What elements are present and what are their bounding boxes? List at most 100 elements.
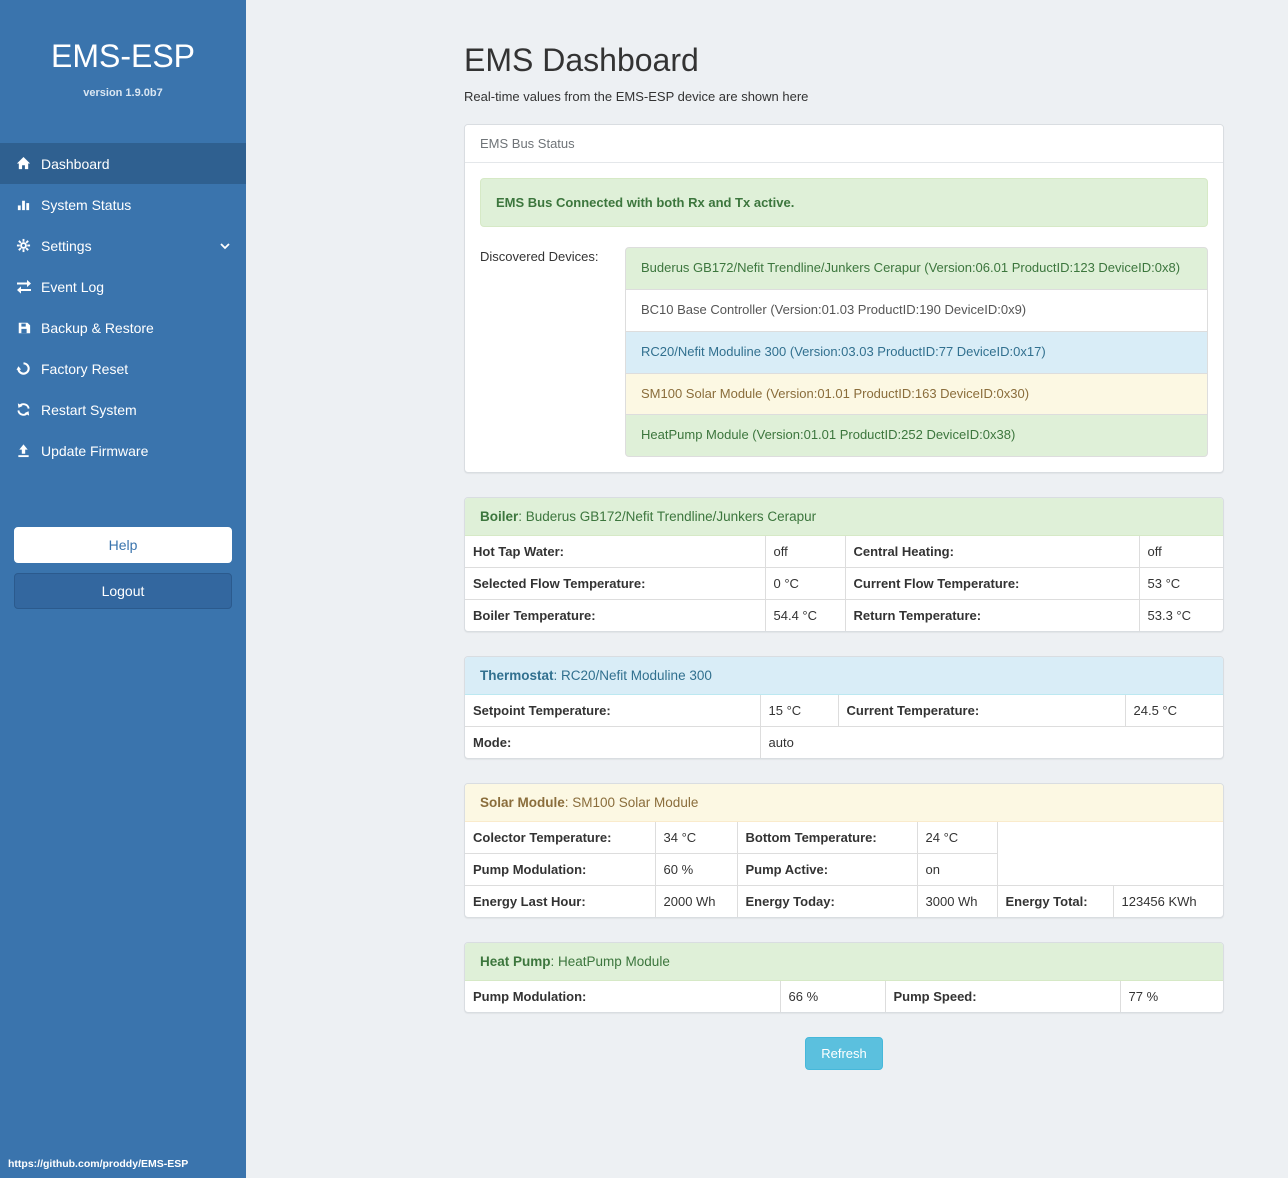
- sidebar-item-restart-system[interactable]: Restart System: [0, 389, 246, 430]
- table-row: Mode: auto: [465, 726, 1223, 759]
- discovered-devices-label: Discovered Devices:: [480, 249, 599, 264]
- thermostat-table: Setpoint Temperature: 15 °C Current Temp…: [465, 695, 1223, 759]
- cell-label: Energy Total:: [996, 885, 1114, 918]
- table-row: Hot Tap Water: off Central Heating: off: [465, 536, 1223, 569]
- sidebar-item-settings[interactable]: Settings: [0, 225, 246, 266]
- sidebar: EMS-ESP version 1.9.0b7 Dashboard System…: [0, 0, 246, 1178]
- sidebar-item-label: Update Firmware: [41, 442, 149, 459]
- table-row: Pump Modulation: 66 % Pump Speed: 77 %: [465, 981, 1223, 1013]
- table-row: Pump Modulation: 60 % Pump Active: on: [465, 853, 1223, 887]
- sidebar-item-label: Dashboard: [41, 155, 110, 172]
- main-content: EMS Dashboard Real-time values from the …: [246, 0, 1288, 1071]
- cell-label: Setpoint Temperature:: [465, 695, 761, 728]
- cell-label: Return Temperature:: [844, 599, 1140, 632]
- sidebar-item-update-firmware[interactable]: Update Firmware: [0, 430, 246, 471]
- sidebar-item-label: Settings: [41, 237, 92, 254]
- page-title: EMS Dashboard: [464, 42, 699, 78]
- sidebar-item-event-log[interactable]: Event Log: [0, 266, 246, 307]
- table-row: Selected Flow Temperature: 0 °C Current …: [465, 567, 1223, 601]
- table-row: Boiler Temperature: 54.4 °C Return Tempe…: [465, 599, 1223, 632]
- cell-value: 123456 KWh: [1112, 885, 1223, 918]
- cell-value: 53.3 °C: [1138, 599, 1223, 632]
- sidebar-item-dashboard[interactable]: Dashboard: [0, 143, 246, 184]
- heat-pump-panel: Heat Pump: HeatPump Module Pump Modulati…: [464, 942, 1224, 1014]
- list-item: BC10 Base Controller (Version:01.03 Prod…: [625, 288, 1208, 332]
- thermostat-panel-header: Thermostat: RC20/Nefit Moduline 300: [465, 657, 1223, 696]
- boiler-panel-title: Boiler: [480, 509, 519, 525]
- restart-arrows-icon: [15, 402, 32, 418]
- gear-icon: [15, 238, 32, 254]
- list-item: SM100 Solar Module (Version:01.01 Produc…: [625, 372, 1208, 416]
- solar-table: Colector Temperature: 34 °C Bottom Tempe…: [465, 822, 1223, 918]
- thermostat-panel-title: Thermostat: [480, 668, 554, 684]
- cell-value: 15 °C: [759, 695, 839, 728]
- cell-value: 0 °C: [764, 567, 846, 601]
- cell-value: 24 °C: [916, 822, 998, 855]
- cell-label: Central Heating:: [844, 536, 1140, 569]
- heat-pump-table: Pump Modulation: 66 % Pump Speed: 77 %: [465, 981, 1223, 1013]
- sidebar-item-backup-restore[interactable]: Backup & Restore: [0, 307, 246, 348]
- cell-label: Colector Temperature:: [465, 822, 656, 855]
- cell-label: Energy Today:: [736, 885, 918, 918]
- solar-module-panel: Solar Module: SM100 Solar Module Colecto…: [464, 783, 1224, 919]
- cell-value: 24.5 °C: [1124, 695, 1223, 728]
- cell-value: 77 %: [1119, 981, 1223, 1013]
- list-item: Buderus GB172/Nefit Trendline/Junkers Ce…: [625, 247, 1208, 290]
- cell-value: 66 %: [779, 981, 886, 1013]
- transfer-arrows-icon: [15, 279, 32, 295]
- cell-empty: [996, 822, 1223, 887]
- sidebar-item-label: Backup & Restore: [41, 319, 154, 336]
- reset-arrow-icon: [15, 361, 32, 377]
- cell-value: off: [764, 536, 846, 569]
- table-row: Setpoint Temperature: 15 °C Current Temp…: [465, 695, 1223, 728]
- sidebar-item-label: Restart System: [41, 401, 137, 418]
- help-button[interactable]: Help: [14, 527, 232, 563]
- table-row: Energy Last Hour: 2000 Wh Energy Today: …: [465, 885, 1223, 918]
- cell-label: Current Temperature:: [837, 695, 1126, 728]
- chevron-down-icon: [219, 240, 231, 252]
- cell-label: Bottom Temperature:: [736, 822, 918, 855]
- chart-bars-icon: [15, 197, 32, 213]
- github-url: https://github.com/proddy/EMS-ESP: [8, 1158, 189, 1170]
- cell-label: Mode:: [465, 726, 761, 759]
- solar-panel-header: Solar Module: SM100 Solar Module: [465, 784, 1223, 823]
- solar-panel-subtitle: : SM100 Solar Module: [564, 795, 699, 811]
- logout-button[interactable]: Logout: [14, 573, 232, 609]
- list-item: RC20/Nefit Moduline 300 (Version:03.03 P…: [625, 330, 1208, 374]
- cell-label: Hot Tap Water:: [465, 536, 766, 569]
- cell-value: 3000 Wh: [916, 885, 998, 918]
- sidebar-item-label: Event Log: [41, 278, 105, 295]
- heat-pump-panel-header: Heat Pump: HeatPump Module: [465, 943, 1223, 982]
- thermostat-panel-subtitle: : RC20/Nefit Moduline 300: [553, 668, 712, 684]
- ems-bus-status-header: EMS Bus Status: [465, 125, 1223, 163]
- app-brand: EMS-ESP: [50, 38, 196, 74]
- heat-pump-panel-subtitle: : HeatPump Module: [550, 954, 670, 970]
- sidebar-item-label: System Status: [41, 196, 132, 213]
- thermostat-panel: Thermostat: RC20/Nefit Moduline 300 Setp…: [464, 656, 1224, 760]
- sidebar-item-system-status[interactable]: System Status: [0, 184, 246, 225]
- sidebar-item-factory-reset[interactable]: Factory Reset: [0, 348, 246, 389]
- cell-value: 54.4 °C: [764, 599, 846, 632]
- cell-value: off: [1138, 536, 1223, 569]
- cell-label: Boiler Temperature:: [465, 599, 766, 632]
- boiler-panel-header: Boiler: Buderus GB172/Nefit Trendline/Ju…: [465, 498, 1223, 537]
- solar-panel-title: Solar Module: [480, 795, 565, 811]
- refresh-button[interactable]: Refresh: [805, 1037, 883, 1071]
- table-row: Colector Temperature: 34 °C Bottom Tempe…: [465, 822, 1223, 887]
- boiler-panel: Boiler: Buderus GB172/Nefit Trendline/Ju…: [464, 497, 1224, 633]
- cell-label: Pump Modulation:: [465, 981, 781, 1013]
- cell-value: 53 °C: [1138, 567, 1223, 601]
- boiler-table: Hot Tap Water: off Central Heating: off …: [465, 536, 1223, 632]
- cell-value: on: [916, 853, 997, 887]
- heat-pump-panel-title: Heat Pump: [480, 954, 551, 970]
- cell-value: auto: [759, 726, 1223, 759]
- cell-label: Current Flow Temperature:: [844, 567, 1140, 601]
- save-floppy-icon: [15, 320, 32, 336]
- cell-label: Selected Flow Temperature:: [465, 567, 766, 601]
- device-list: Buderus GB172/Nefit Trendline/Junkers Ce…: [625, 247, 1208, 458]
- page-subtitle: Real-time values from the EMS-ESP device…: [464, 89, 809, 104]
- bus-status-alert: EMS Bus Connected with both Rx and Tx ac…: [480, 178, 1208, 227]
- ems-bus-status-panel: EMS Bus Status EMS Bus Connected with bo…: [464, 124, 1224, 474]
- sidebar-item-label: Factory Reset: [41, 360, 129, 377]
- cell-value: 60 %: [654, 853, 738, 887]
